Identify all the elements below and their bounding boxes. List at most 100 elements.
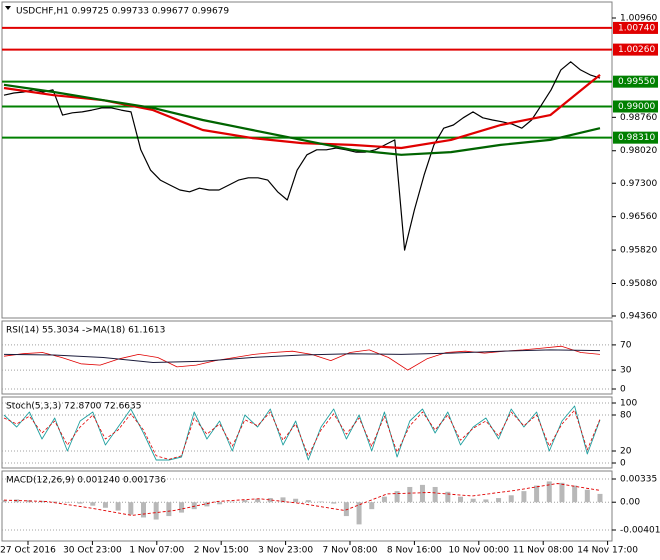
x-tick-label: 3 Nov 23:00 [258,546,313,556]
bar [381,496,387,503]
y-tick-label: 0 [620,385,626,395]
bar [508,495,514,503]
panel-frame [1,396,613,469]
x-tick-label: 1 Nov 07:00 [129,546,184,556]
bar [1,500,7,503]
x-tick-label: 8 Nov 16:00 [387,546,442,556]
bar [128,502,134,515]
bar [102,502,108,508]
x-tick-label: 2 Nov 15:00 [194,546,249,556]
panel-title: RSI(14) 55.3034 ->MA(18) 61.1613 [6,326,165,336]
y-tick-label: 0.95820 [620,246,657,256]
bar [305,500,311,503]
y-tick-label: 0 [620,459,626,469]
y-tick-label: 0.95080 [620,279,657,289]
series-line [3,83,601,156]
bar [217,502,223,505]
x-tick-label: 11 Nov 08:00 [513,546,574,556]
bar [483,499,489,503]
x-tick-label: 7 Nov 08:00 [323,546,378,556]
y-tick-label: 100 [620,399,637,409]
x-tick-label: 27 Oct 2016 [0,546,56,556]
bar [458,496,464,503]
bar [331,502,337,504]
bar [39,500,45,503]
y-tick-label: 0.98020 [620,146,657,156]
y-tick-label: 30 [620,366,632,376]
bar [280,497,286,503]
y-tick-label: 0.98760 [620,113,657,123]
panel-frame [1,470,613,542]
bar [356,502,362,525]
bar [140,502,146,518]
bar [419,484,425,503]
panel-title: MACD(12,26,9) 0.001240 0.001736 [6,476,166,486]
series-line [3,349,601,363]
bar [204,502,210,507]
bar [229,501,235,503]
x-tick-label: 30 Oct 23:00 [63,546,122,556]
bar [191,502,197,510]
x-tick-label: 14 Nov 17:00 [577,546,638,556]
panel-title: USDCHF,H1 0.99725 0.99733 0.99677 0.9967… [16,7,229,17]
bar [470,498,476,503]
bar [255,498,261,503]
bar [584,489,590,503]
bar [166,502,172,517]
bar [90,502,96,506]
panel-frame [1,320,613,395]
bar [496,498,502,503]
menu-arrow [5,6,11,10]
y-tick-label: 1.00960 [620,14,657,24]
bar [534,485,540,503]
y-tick-label: 0.96560 [620,212,657,222]
level-tag [613,75,658,88]
y-tick-label: 0.00 [620,498,640,508]
level-label: 0.98310 [618,133,655,143]
bar [267,498,273,503]
level-label: 1.00260 [618,45,655,55]
bar [369,502,375,510]
y-tick-label: 70 [620,340,632,350]
bar [546,481,552,503]
level-tag [613,21,658,34]
y-tick-label: 80 [620,411,632,421]
bar [115,502,121,511]
level-label: 0.99000 [618,102,655,112]
bar [293,498,299,503]
bar [407,486,413,503]
bar [153,502,159,520]
bar [394,491,400,503]
bar [559,482,565,503]
bar [521,491,527,503]
level-label: 0.99550 [618,77,655,87]
bar [318,501,324,503]
y-tick-label: -0.00401 [620,526,660,536]
bar [343,502,349,517]
bar [572,485,578,503]
y-tick-label: 20 [620,447,632,457]
bar [432,486,438,503]
bar [242,500,248,503]
y-tick-label: 0.94360 [620,312,657,322]
panel-frame [1,1,613,319]
bar [597,493,603,503]
level-tag [613,131,658,144]
y-tick-label: 0.00335 [620,475,657,485]
panel-title: Stoch(5,3,3) 72.8700 72.6635 [6,402,141,412]
y-tick-label: 0.97300 [620,179,657,189]
level-tag [613,43,658,56]
series-line [3,61,601,251]
level-label: 1.00740 [618,23,655,33]
x-tick-label: 10 Nov 00:00 [448,546,509,556]
level-tag [613,100,658,113]
bar [77,502,83,504]
bar [64,502,70,503]
series-line [3,409,601,460]
bar [179,502,185,513]
series-line [3,483,601,516]
bar [445,491,451,503]
bar [52,501,58,503]
